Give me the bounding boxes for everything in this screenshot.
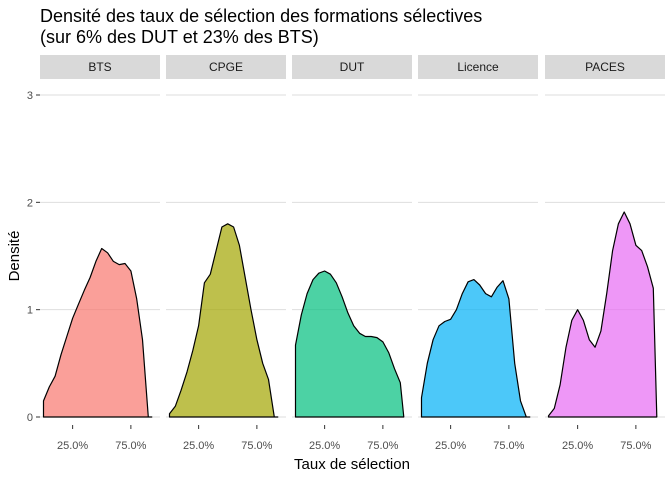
facet-strip-label: CPGE [209,60,243,74]
facet-panels: BTS 25.0% 75.0% CPGE 25.0% 75.0% DUT 25.0% 75.0%… [40,55,665,452]
y-axis-title: Densité [6,231,23,282]
x-tick-label: 75.0% [493,440,524,452]
chart-title-line-1: Densité des taux de sélection des format… [40,6,482,26]
facet-strip-label: Licence [457,60,499,74]
facet-strip-label: DUT [340,60,365,74]
facet-panel-cpge: CPGE 25.0% 75.0% [166,55,286,452]
x-tick-label: 25.0% [183,440,214,452]
density-area [294,270,405,418]
x-tick-label: 75.0% [620,440,651,452]
x-tick-label: 75.0% [241,440,272,452]
density-area [168,223,279,418]
x-axis-title: Taux de sélection [294,456,410,473]
density-area [420,279,531,418]
facet-strip-label: BTS [88,60,111,74]
facet-strip [292,55,412,79]
facet-strip [166,55,286,79]
y-tick-label: 2 [27,197,33,209]
facet-strip [40,55,160,79]
facet-panel-dut: DUT 25.0% 75.0% [292,55,412,452]
chart-title-line-2: (sur 6% des DUT et 23% des BTS) [40,27,319,47]
x-tick-label: 25.0% [57,440,88,452]
density-area [42,247,153,418]
y-axis: 0 1 2 3 [27,90,40,424]
x-tick-label: 25.0% [309,440,340,452]
y-tick-label: 1 [27,305,33,317]
facet-panel-paces: PACES 25.0% 75.0% [545,55,665,452]
facet-strip [418,55,538,79]
facet-panel-bts: BTS 25.0% 75.0% [40,55,160,452]
x-tick-label: 25.0% [562,440,593,452]
facet-strip [545,55,665,79]
facet-strip-label: PACES [585,60,625,74]
x-tick-label: 25.0% [435,440,466,452]
y-tick-label: 0 [27,412,33,424]
x-tick-label: 75.0% [367,440,398,452]
y-tick-label: 3 [27,90,33,102]
facet-panel-licence: Licence 25.0% 75.0% [418,55,538,452]
density-area [547,211,658,418]
x-tick-label: 75.0% [115,440,146,452]
